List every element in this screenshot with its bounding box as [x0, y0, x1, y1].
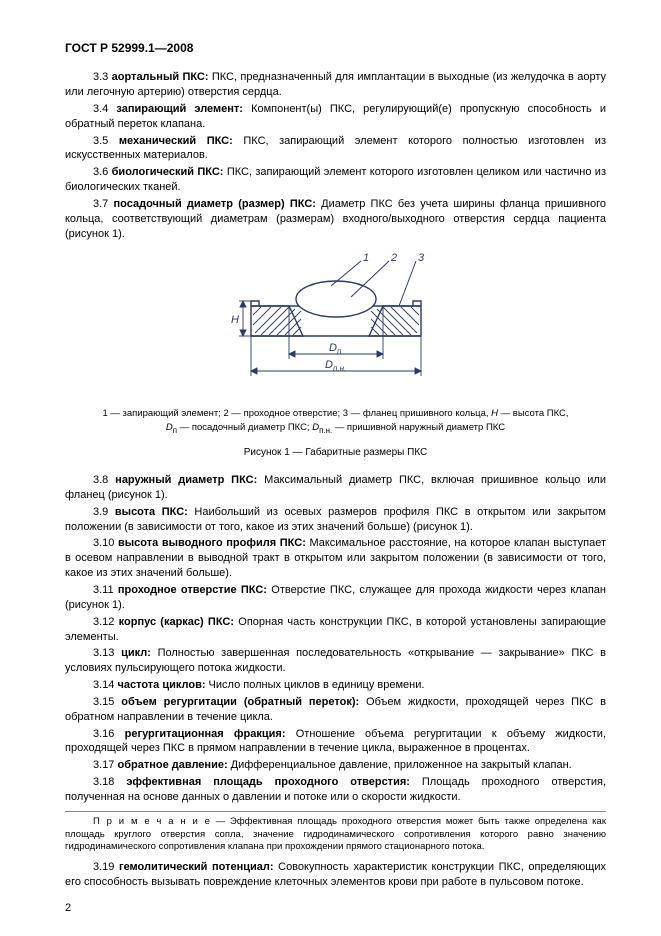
label-Dpn: Dп.н.: [325, 359, 346, 373]
definition-item: 3.12 корпус (каркас) ПКС: Опорная часть …: [65, 615, 606, 645]
definition-item: 3.3 аортальный ПКС: ПКС, предназначенный…: [65, 70, 606, 100]
definition-item: 3.4 запирающий элемент: Компонент(ы) ПКС…: [65, 102, 606, 132]
definition-item: 3.17 обратное давление: Дифференциальное…: [65, 758, 606, 773]
definition-item: 3.18 эффективная площадь проходного отве…: [65, 775, 606, 805]
definition-item: 3.14 частота циклов: Число полных циклов…: [65, 678, 606, 693]
doc-header: ГОСТ Р 52999.1—2008: [65, 40, 606, 56]
definitions-block-1: 3.3 аортальный ПКС: ПКС, предназначенный…: [65, 70, 606, 241]
callout-2: 2: [390, 252, 397, 264]
definitions-block-3: 3.19 гемолитический потенциал: Совокупно…: [65, 860, 606, 890]
page: ГОСТ Р 52999.1—2008 3.3 аортальный ПКС: …: [0, 0, 661, 936]
callout-3: 3: [418, 252, 425, 264]
definition-item: 3.10 высота выводного профиля ПКС: Макси…: [65, 536, 606, 581]
figure-caption: Рисунок 1 — Габаритные размеры ПКС: [65, 446, 606, 460]
definition-item: 3.8 наружный диаметр ПКС: Максимальный д…: [65, 473, 606, 503]
callout-1: 1: [363, 252, 369, 264]
definitions-block-2: 3.8 наружный диаметр ПКС: Максимальный д…: [65, 473, 606, 805]
definition-item: 3.9 высота ПКС: Наибольший из осевых раз…: [65, 505, 606, 535]
definition-item: 3.15 объем регургитации (обратный перето…: [65, 695, 606, 725]
figure-legend: 1 — запирающий элемент; 2 — проходное от…: [65, 407, 606, 435]
note-block: П р и м е ч а н и е — Эффективная площад…: [65, 811, 606, 854]
label-Dp: Dп: [329, 342, 342, 356]
definition-item: 3.5 механический ПКС: ПКС, запирающий эл…: [65, 134, 606, 164]
definition-item: 3.11 проходное отверстие ПКС: Отверстие …: [65, 583, 606, 613]
definition-item: 3.13 цикл: Полностью завершенная последо…: [65, 646, 606, 676]
figure-svg: 1 2 3 H Dп: [211, 251, 461, 396]
definition-item: 3.19 гемолитический потенциал: Совокупно…: [65, 860, 606, 890]
page-number: 2: [65, 901, 71, 916]
definition-item: 3.6 биологический ПКС: ПКС, запирающий э…: [65, 165, 606, 195]
figure-1: 1 2 3 H Dп: [65, 251, 606, 459]
definition-item: 3.7 посадочный диаметр (размер) ПКС: Диа…: [65, 197, 606, 242]
label-H: H: [231, 314, 239, 326]
definition-item: 3.16 регургитационная фракция: Отношение…: [65, 727, 606, 757]
